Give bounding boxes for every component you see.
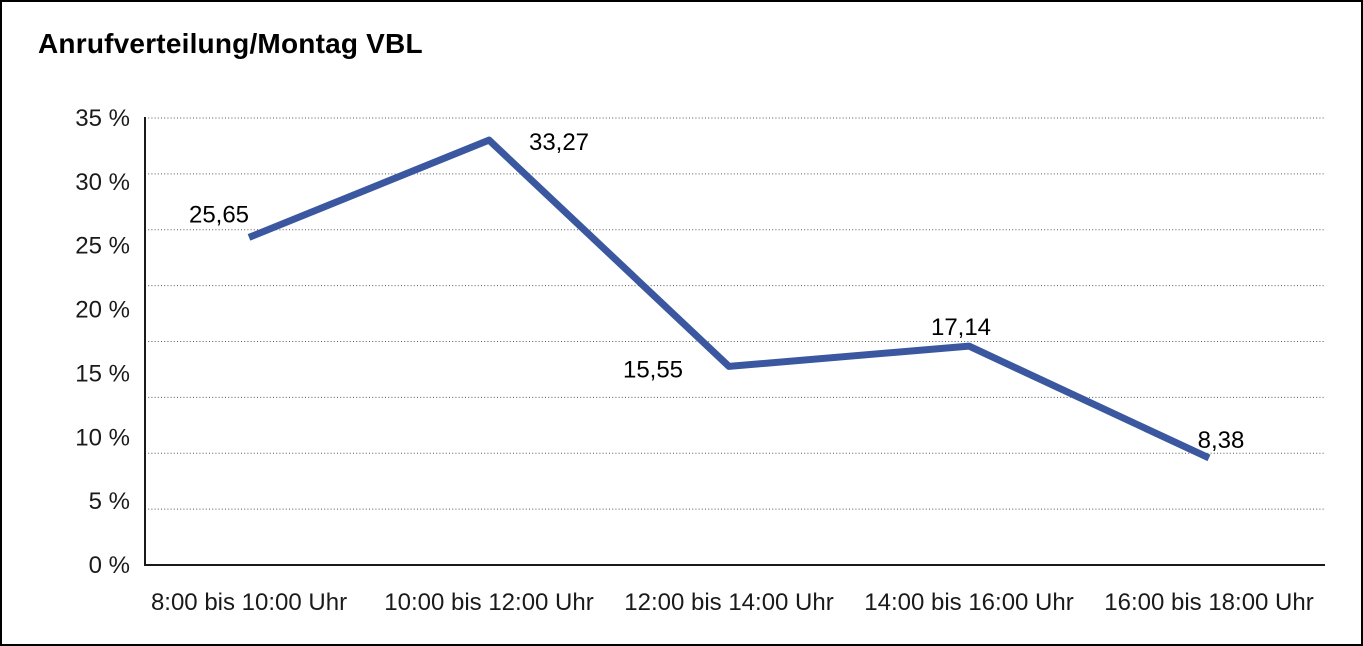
y-axis-tick-label: 15 % [75,360,130,387]
data-point-label: 33,27 [529,129,589,156]
x-axis-label: 12:00 bis 14:00 Uhr [624,589,833,616]
x-axis-label: 8:00 bis 10:00 Uhr [151,589,347,616]
data-point-label: 8,38 [1198,427,1245,454]
data-point-label: 25,65 [189,201,249,228]
data-line [247,136,1211,462]
chart-title: Anrufverteilung/Montag VBL [38,28,423,59]
data-point-label: 17,14 [931,314,991,341]
y-axis-tick-label: 25 % [75,233,130,260]
x-axis-label: 16:00 bis 18:00 Uhr [1104,589,1313,616]
y-axis-tick-label: 30 % [75,169,130,196]
x-axis-label: 10:00 bis 12:00 Uhr [384,589,593,616]
data-point-label: 15,55 [623,356,683,383]
y-axis-tick-label: 10 % [75,424,130,451]
y-axis-tick-label: 5 % [89,488,130,515]
y-axis-tick-label: 0 % [89,552,130,579]
x-axis-label: 14:00 bis 16:00 Uhr [864,589,1073,616]
y-axis-tick-label: 35 % [75,105,130,132]
y-axis-tick-label: 20 % [75,297,130,324]
